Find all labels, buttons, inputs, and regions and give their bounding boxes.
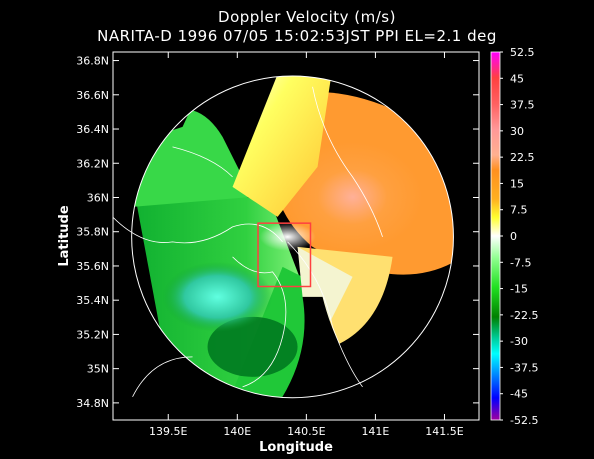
y-tick-label: 35.6N bbox=[76, 260, 109, 273]
colorbar-label: -45 bbox=[510, 388, 528, 401]
plot-area bbox=[113, 52, 479, 420]
y-axis-label: Latitude bbox=[57, 205, 72, 267]
y-tick-label: 35.4N bbox=[76, 294, 109, 307]
y-tick-label: 36.8N bbox=[76, 55, 109, 68]
colorbar-label: -22.5 bbox=[510, 309, 538, 322]
range-ring bbox=[131, 75, 454, 399]
colorbar-label: 0 bbox=[510, 230, 517, 243]
observation-box bbox=[257, 222, 312, 288]
plot-frame bbox=[112, 51, 480, 421]
colorbar-label: 45 bbox=[510, 72, 524, 85]
colorbar-label: -52.5 bbox=[510, 414, 538, 427]
x-axis-label: Longitude bbox=[259, 440, 333, 455]
y-tick-label: 35.2N bbox=[76, 328, 109, 341]
colorbar-label: -30 bbox=[510, 335, 528, 348]
y-axis: 34.8N 35N 35.2N 35.4N 35.6N 35.8N 36N 36.2N 36.4… bbox=[76, 55, 479, 410]
x-tick-label: 141.5E bbox=[425, 425, 463, 438]
y-tick-label: 34.8N bbox=[76, 397, 109, 410]
y-tick-label: 36.2N bbox=[76, 157, 109, 170]
y-tick-label: 36.4N bbox=[76, 123, 109, 136]
colorbar-label: -15 bbox=[510, 283, 528, 296]
colorbar-label: 30 bbox=[510, 125, 524, 138]
x-tick-label: 140E bbox=[223, 425, 251, 438]
colorbar-label: 52.5 bbox=[510, 46, 535, 59]
y-tick-label: 36.6N bbox=[76, 89, 109, 102]
x-tick-label: 139.5E bbox=[149, 425, 187, 438]
colorbar-scale bbox=[491, 52, 500, 420]
chart-subtitle: NARITA-D 1996 07/05 15:02:53JST PPI EL=2… bbox=[97, 27, 497, 45]
x-tick-label: 141E bbox=[361, 425, 389, 438]
x-axis: 139.5E 140E 140.5E 141E 141.5E bbox=[149, 52, 464, 438]
y-tick-label: 35N bbox=[87, 363, 109, 376]
colorbar-label: 37.5 bbox=[510, 99, 535, 112]
colorbar-label: 7.5 bbox=[510, 204, 528, 217]
chart-title: Doppler Velocity (m/s) bbox=[218, 8, 396, 26]
y-tick-label: 35.8N bbox=[76, 226, 109, 239]
coastline-segment bbox=[232, 256, 287, 388]
colorbar-label: -7.5 bbox=[510, 256, 531, 269]
x-tick-label: 140.5E bbox=[287, 425, 325, 438]
coastline-segment bbox=[312, 86, 383, 237]
coastline-segment bbox=[287, 241, 363, 388]
colorbar-label: -37.5 bbox=[510, 361, 538, 374]
colorbar: 52.5 45 37.5 30 22.5 15 7.5 0 -7.5 -15 -22.5 -30 -37… bbox=[490, 46, 538, 427]
y-tick-label: 36N bbox=[87, 191, 109, 204]
coastline-segment bbox=[172, 146, 233, 178]
colorbar-label: 22.5 bbox=[510, 151, 535, 164]
colorbar-label: 15 bbox=[510, 177, 524, 190]
